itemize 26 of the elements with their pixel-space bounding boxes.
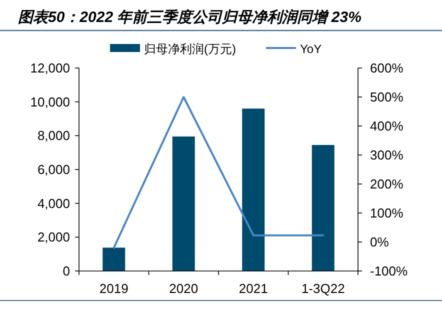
y2-tick-label: 600% — [370, 60, 404, 76]
bar — [312, 144, 334, 271]
bar — [242, 108, 265, 271]
bar — [102, 248, 126, 271]
y2-tick-label: -100% — [370, 264, 408, 278]
chart-title: 图表50：2022 年前三季度公司归母净利润同增 23% — [18, 8, 362, 26]
y2-tick-label: 300% — [370, 148, 404, 162]
y-tick-label: 0 — [62, 264, 70, 278]
x-tick-label: 2020 — [169, 281, 198, 296]
y2-tick-label: 400% — [370, 118, 404, 134]
legend-label: 归母净利润(万元) — [144, 42, 236, 56]
y-tick-label: 10,000 — [30, 94, 70, 110]
y2-tick-label: 200% — [370, 176, 404, 192]
y2-tick-label: 100% — [370, 206, 404, 220]
legend-label: YoY — [300, 42, 322, 56]
bar — [172, 136, 195, 271]
x-tick-label: 2019 — [99, 281, 128, 296]
x-tick-label: 2021 — [238, 281, 268, 296]
y-tick-label: 2,000 — [37, 230, 70, 245]
y-tick-label: 6,000 — [37, 162, 70, 177]
y-tick-label: 8,000 — [37, 128, 70, 144]
y-tick-label: 12,000 — [30, 60, 70, 76]
y2-tick-label: 0% — [370, 234, 390, 250]
y-tick-label: 4,000 — [37, 196, 70, 211]
y2-tick-label: 500% — [370, 90, 404, 104]
x-tick-label: 1-3Q22 — [301, 281, 345, 296]
